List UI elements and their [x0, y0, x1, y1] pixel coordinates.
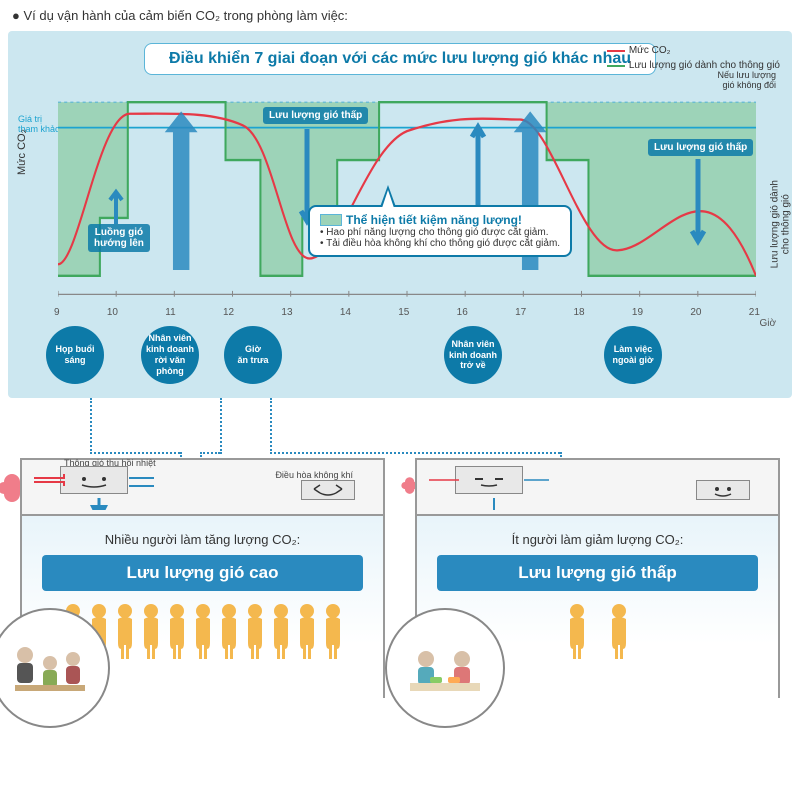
duct-lines-high — [34, 470, 154, 510]
meeting-scene-icon — [0, 608, 110, 728]
chart-annotation: Luồng gió hướng lên — [88, 224, 150, 252]
person-icon — [564, 601, 590, 661]
event-bubble: Làm việc ngoài giờ — [604, 326, 662, 384]
lunch-scene-icon — [385, 608, 505, 728]
person-icon — [606, 601, 632, 661]
page-header: ● Ví dụ vận hành của cảm biến CO₂ trong … — [0, 0, 800, 31]
x-tick-label: 14 — [340, 307, 351, 318]
person-icon — [190, 601, 216, 661]
callout-title: Thể hiện tiết kiệm năng lượng! — [346, 213, 522, 227]
person-icon — [112, 601, 138, 661]
dotted-connector — [200, 452, 220, 454]
chart-labels-layer: Luồng gió hướng lên Lưu lượng gió thấp Lưu… — [58, 79, 756, 299]
legend-co2-line — [607, 50, 625, 52]
person-icon — [216, 601, 242, 661]
room-low: Ít người làm giảm lượng CO₂: Lưu lượng g… — [415, 458, 780, 698]
dotted-connector — [270, 452, 560, 454]
chart-title: Điều khiển 7 giai đoạn với các mức lưu l… — [144, 43, 656, 75]
legend-co2: Mức CO₂ — [607, 43, 780, 58]
x-tick-label: 10 — [107, 307, 118, 318]
dotted-connector — [90, 398, 92, 454]
callout-line-1: • Hao phí năng lượng cho thông gió được … — [320, 227, 560, 238]
legend: Mức CO₂ Lưu lượng gió dành cho thông gió — [607, 43, 780, 73]
legend-co2-label: Mức CO₂ — [629, 43, 671, 58]
chart-annotation: Lưu lượng gió thấp — [263, 107, 368, 124]
person-icon — [268, 601, 294, 661]
dotted-connector — [220, 398, 222, 454]
x-tick-label: 19 — [632, 307, 643, 318]
chart-area: Giá trị tham khảo Nếu lưu lượng gió khôn… — [58, 79, 756, 299]
chart-annotation: Lưu lượng gió thấp — [648, 139, 753, 156]
x-tick-label: 18 — [574, 307, 585, 318]
dotted-connector — [270, 398, 272, 454]
callout-line-2: • Tải điều hòa không khí cho thông gió đ… — [320, 238, 560, 249]
y-axis-left-label: Mức CO₂ — [16, 129, 28, 175]
room-ceiling-high: Thông gió thu hồi nhiệt Điều hòa không k… — [22, 460, 383, 516]
person-icon — [294, 601, 320, 661]
legend-air-line — [607, 65, 625, 67]
room-text-low: Ít người làm giảm lượng CO₂: — [427, 532, 768, 547]
ac-label: Điều hòa không khí — [275, 470, 353, 480]
x-tick-label: 9 — [54, 307, 60, 318]
dotted-connector — [90, 452, 180, 454]
x-tick-label: 21 — [749, 307, 760, 318]
x-tick-label: 16 — [457, 307, 468, 318]
chart-panel: Điều khiển 7 giai đoạn với các mức lưu l… — [8, 31, 792, 398]
room-ceiling-low — [417, 460, 778, 516]
duct-lines-low — [429, 470, 549, 510]
callout-swatch — [320, 214, 342, 226]
y-axis-right-label: Lưu lượng gió dành cho thông gió — [769, 180, 791, 268]
x-tick-label: 11 — [165, 307, 175, 318]
ac-unit-happy-icon — [696, 480, 750, 500]
callout-title-row: Thể hiện tiết kiệm năng lượng! — [320, 213, 560, 227]
event-bubble: Nhân viên kinh doanh rời văn phòng — [141, 326, 199, 384]
airflow-box-low: Lưu lượng gió thấp — [437, 555, 758, 591]
x-tick-label: 17 — [515, 307, 526, 318]
energy-saving-callout: Thể hiện tiết kiệm năng lượng! • Hao phí… — [308, 205, 572, 257]
annotation-arrow-icon — [106, 184, 126, 227]
x-tick-label: 20 — [690, 307, 701, 318]
person-icon — [320, 601, 346, 661]
person-icon — [164, 601, 190, 661]
event-bubble: Họp buổi sáng — [46, 326, 104, 384]
event-bubble: Giờ ăn trưa — [224, 326, 282, 384]
x-tick-label: 12 — [223, 307, 234, 318]
person-icon — [242, 601, 268, 661]
ac-unit-icon — [301, 480, 355, 500]
annotation-arrow-icon — [688, 159, 708, 252]
person-icon — [138, 601, 164, 661]
bottom-section: Thông gió thu hồi nhiệt Điều hòa không k… — [20, 458, 780, 698]
x-axis-labels: 9 10 11 12 13 14 15 16 17 18 19 20 21 — [54, 307, 760, 318]
x-tick-label: 15 — [398, 307, 409, 318]
x-tick-label: 13 — [281, 307, 292, 318]
airflow-box-high: Lưu lượng gió cao — [42, 555, 363, 591]
room-high: Thông gió thu hồi nhiệt Điều hòa không k… — [20, 458, 385, 698]
event-bubble: Nhân viên kinh doanh trở về — [444, 326, 502, 384]
room-text-high: Nhiều người làm tăng lượng CO₂: — [32, 532, 373, 547]
events-row: Họp buổi sáng Nhân viên kinh doanh rời vă… — [46, 326, 784, 386]
